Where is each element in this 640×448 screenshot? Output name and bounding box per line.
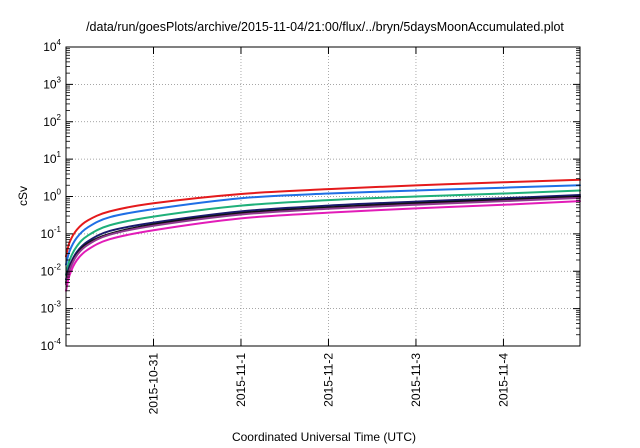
x-axis-label: Coordinated Universal Time (UTC) xyxy=(232,430,416,444)
series-line-3 xyxy=(65,189,581,276)
plot-frame xyxy=(65,46,581,347)
x-tick-label: 2015-11-1 xyxy=(234,353,248,407)
y-tick-label: 10-2 xyxy=(41,262,62,278)
chart-title: /data/run/goesPlots/archive/2015-11-04/2… xyxy=(86,20,564,34)
series-line-4 xyxy=(65,193,581,281)
x-tick-label: 2015-11-2 xyxy=(321,353,335,407)
y-tick-label: 104 xyxy=(43,38,61,54)
y-tick-label: 100 xyxy=(43,188,61,204)
grid-lines xyxy=(66,47,580,346)
y-tick-label: 102 xyxy=(43,113,61,129)
x-tick-label: 2015-11-4 xyxy=(496,353,510,407)
y-axis-label: cSv xyxy=(16,186,30,206)
x-tick-labels: 2015-10-31 2015-11-1 2015-11-2 2015-11-3 201… xyxy=(146,353,510,415)
y-tick-label: 10-3 xyxy=(41,300,62,316)
x-tick-label: 2015-11-3 xyxy=(409,353,423,407)
y-tick-labels: 104 103 102 101 100 10-1 10-2 10-3 10-4 xyxy=(41,38,62,353)
series-layer xyxy=(65,178,581,292)
series-line-6 xyxy=(65,196,581,286)
series-line-2 xyxy=(65,184,581,266)
y-tick-label: 101 xyxy=(43,150,61,166)
x-tick-label: 2015-10-31 xyxy=(146,353,160,415)
y-tick-label: 10-1 xyxy=(41,225,62,241)
y-tick-label: 103 xyxy=(43,75,61,91)
series-line-7 xyxy=(65,200,581,292)
y-tick-label: 10-4 xyxy=(41,337,62,353)
tick-marks xyxy=(66,46,580,347)
series-line-1 xyxy=(65,178,581,258)
